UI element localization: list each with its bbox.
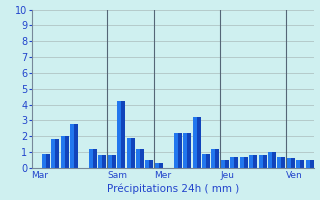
Bar <box>221 160 229 168</box>
Bar <box>249 155 253 168</box>
Bar <box>230 157 234 168</box>
Bar <box>287 158 291 168</box>
Bar <box>183 133 191 168</box>
Bar <box>146 160 149 168</box>
Bar <box>155 163 163 168</box>
Bar <box>193 117 201 168</box>
X-axis label: Précipitations 24h ( mm ): Précipitations 24h ( mm ) <box>107 184 239 194</box>
Bar <box>117 101 125 168</box>
Bar <box>202 154 210 168</box>
Bar <box>240 157 248 168</box>
Bar <box>193 117 196 168</box>
Bar <box>183 133 187 168</box>
Bar <box>306 160 310 168</box>
Bar <box>98 155 102 168</box>
Bar <box>108 155 112 168</box>
Bar <box>259 155 267 168</box>
Bar <box>136 149 140 168</box>
Bar <box>174 133 178 168</box>
Bar <box>136 149 144 168</box>
Bar <box>268 152 276 168</box>
Bar <box>70 124 74 168</box>
Bar <box>230 157 238 168</box>
Bar <box>296 160 304 168</box>
Bar <box>89 149 97 168</box>
Bar <box>259 155 263 168</box>
Bar <box>174 133 182 168</box>
Bar <box>60 136 65 168</box>
Bar <box>51 139 55 168</box>
Bar <box>306 160 314 168</box>
Bar <box>212 149 220 168</box>
Bar <box>268 152 272 168</box>
Bar <box>108 155 116 168</box>
Bar <box>240 157 244 168</box>
Bar <box>296 160 300 168</box>
Bar <box>155 163 159 168</box>
Bar <box>60 136 68 168</box>
Bar <box>277 157 282 168</box>
Bar <box>117 101 121 168</box>
Bar <box>287 158 295 168</box>
Bar <box>249 155 257 168</box>
Bar <box>42 154 50 168</box>
Bar <box>51 139 59 168</box>
Bar <box>98 155 106 168</box>
Bar <box>277 157 285 168</box>
Bar <box>70 124 78 168</box>
Bar <box>212 149 215 168</box>
Bar <box>127 138 135 168</box>
Bar <box>202 154 206 168</box>
Bar <box>127 138 131 168</box>
Bar <box>221 160 225 168</box>
Bar <box>42 154 46 168</box>
Bar <box>145 160 154 168</box>
Bar <box>89 149 93 168</box>
